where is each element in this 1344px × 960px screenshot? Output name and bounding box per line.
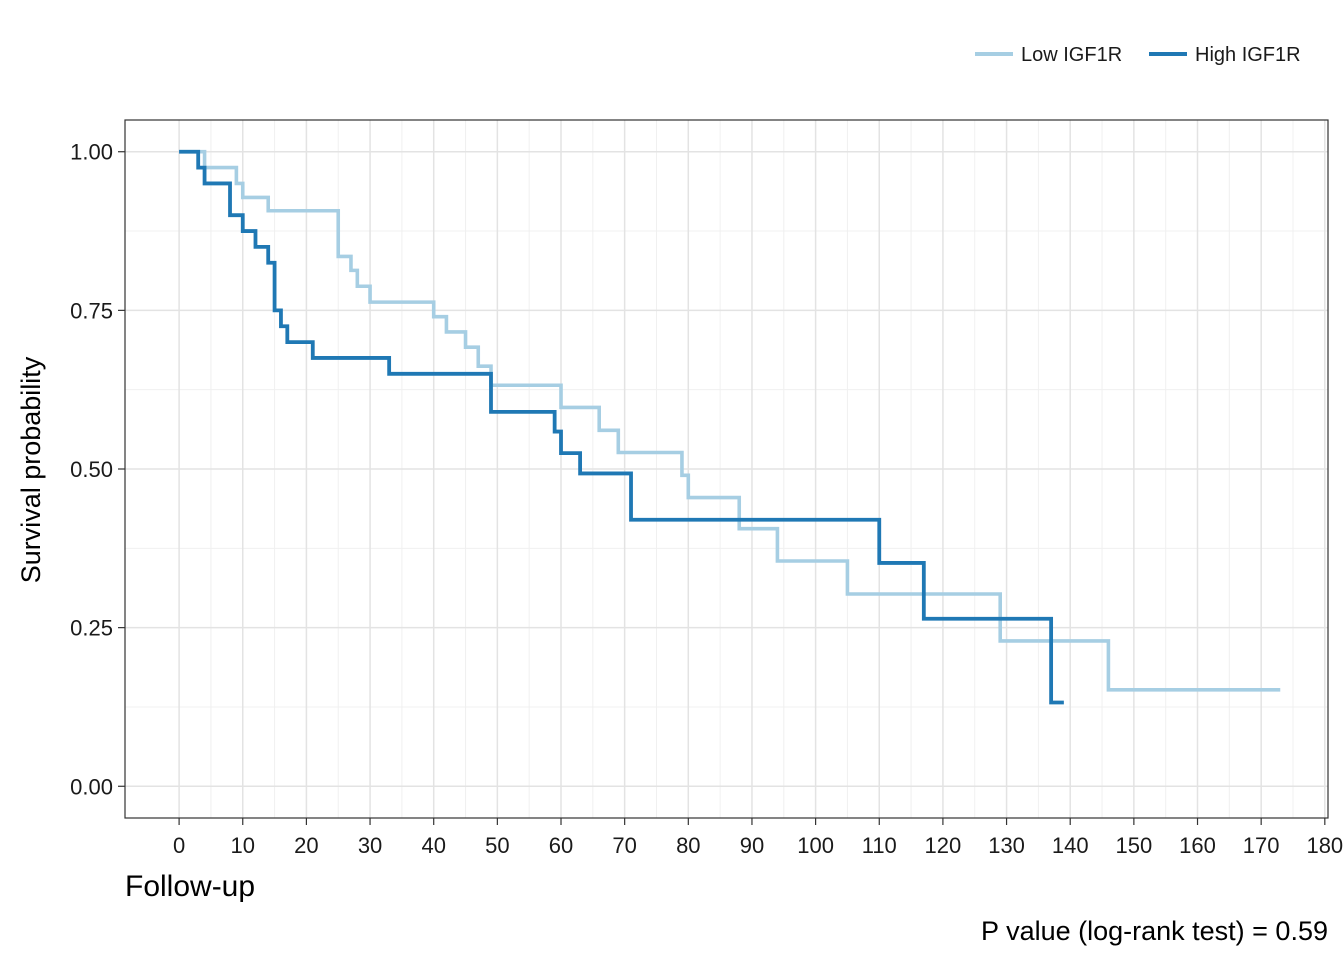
- x-tick-label: 60: [549, 833, 573, 858]
- x-tick-label: 10: [231, 833, 255, 858]
- y-tick-label: 0.25: [70, 616, 113, 641]
- x-tick-label: 180: [1306, 833, 1343, 858]
- x-tick-label: 0: [173, 833, 185, 858]
- y-axis-title: Survival probability: [16, 356, 46, 583]
- y-tick-label: 0.00: [70, 774, 113, 799]
- x-tick-label: 120: [925, 833, 962, 858]
- x-tick-label: 110: [862, 833, 897, 858]
- x-tick-label: 80: [676, 833, 700, 858]
- x-tick-label: 20: [294, 833, 318, 858]
- y-axis: 0.00 0.25 0.50 0.75 1.00: [70, 140, 125, 799]
- x-tick-label: 100: [797, 833, 834, 858]
- x-tick-label: 140: [1052, 833, 1089, 858]
- x-axis-title: Follow-up: [125, 870, 255, 903]
- y-tick-label: 0.75: [70, 298, 113, 323]
- x-tick-label: 160: [1179, 833, 1216, 858]
- survival-curves: [179, 149, 1281, 705]
- x-tick-label: 150: [1116, 833, 1153, 858]
- legend: Low IGF1R High IGF1R: [975, 44, 1301, 66]
- series-line-low-igf1r: [179, 149, 1281, 692]
- x-tick-label: 70: [612, 833, 636, 858]
- x-tick-label: 90: [740, 833, 764, 858]
- x-tick-label: 170: [1243, 833, 1280, 858]
- x-tick-label: 130: [988, 833, 1025, 858]
- y-tick-label: 0.50: [70, 457, 113, 482]
- y-tick-label: 1.00: [70, 140, 113, 165]
- x-tick-label: 30: [358, 833, 382, 858]
- x-tick-label: 50: [485, 833, 509, 858]
- p-value-annotation: P value (log-rank test) = 0.59: [981, 916, 1328, 946]
- x-axis: 0 10 20 30 40 50 60 70 80 90 100 110 120 130 140 150 160…: [173, 818, 1343, 858]
- legend-label: Low IGF1R: [1021, 44, 1122, 66]
- series-line-high-igf1r: [179, 149, 1064, 705]
- x-tick-label: 40: [421, 833, 445, 858]
- major-gridlines: [125, 120, 1328, 818]
- legend-label: High IGF1R: [1195, 44, 1301, 66]
